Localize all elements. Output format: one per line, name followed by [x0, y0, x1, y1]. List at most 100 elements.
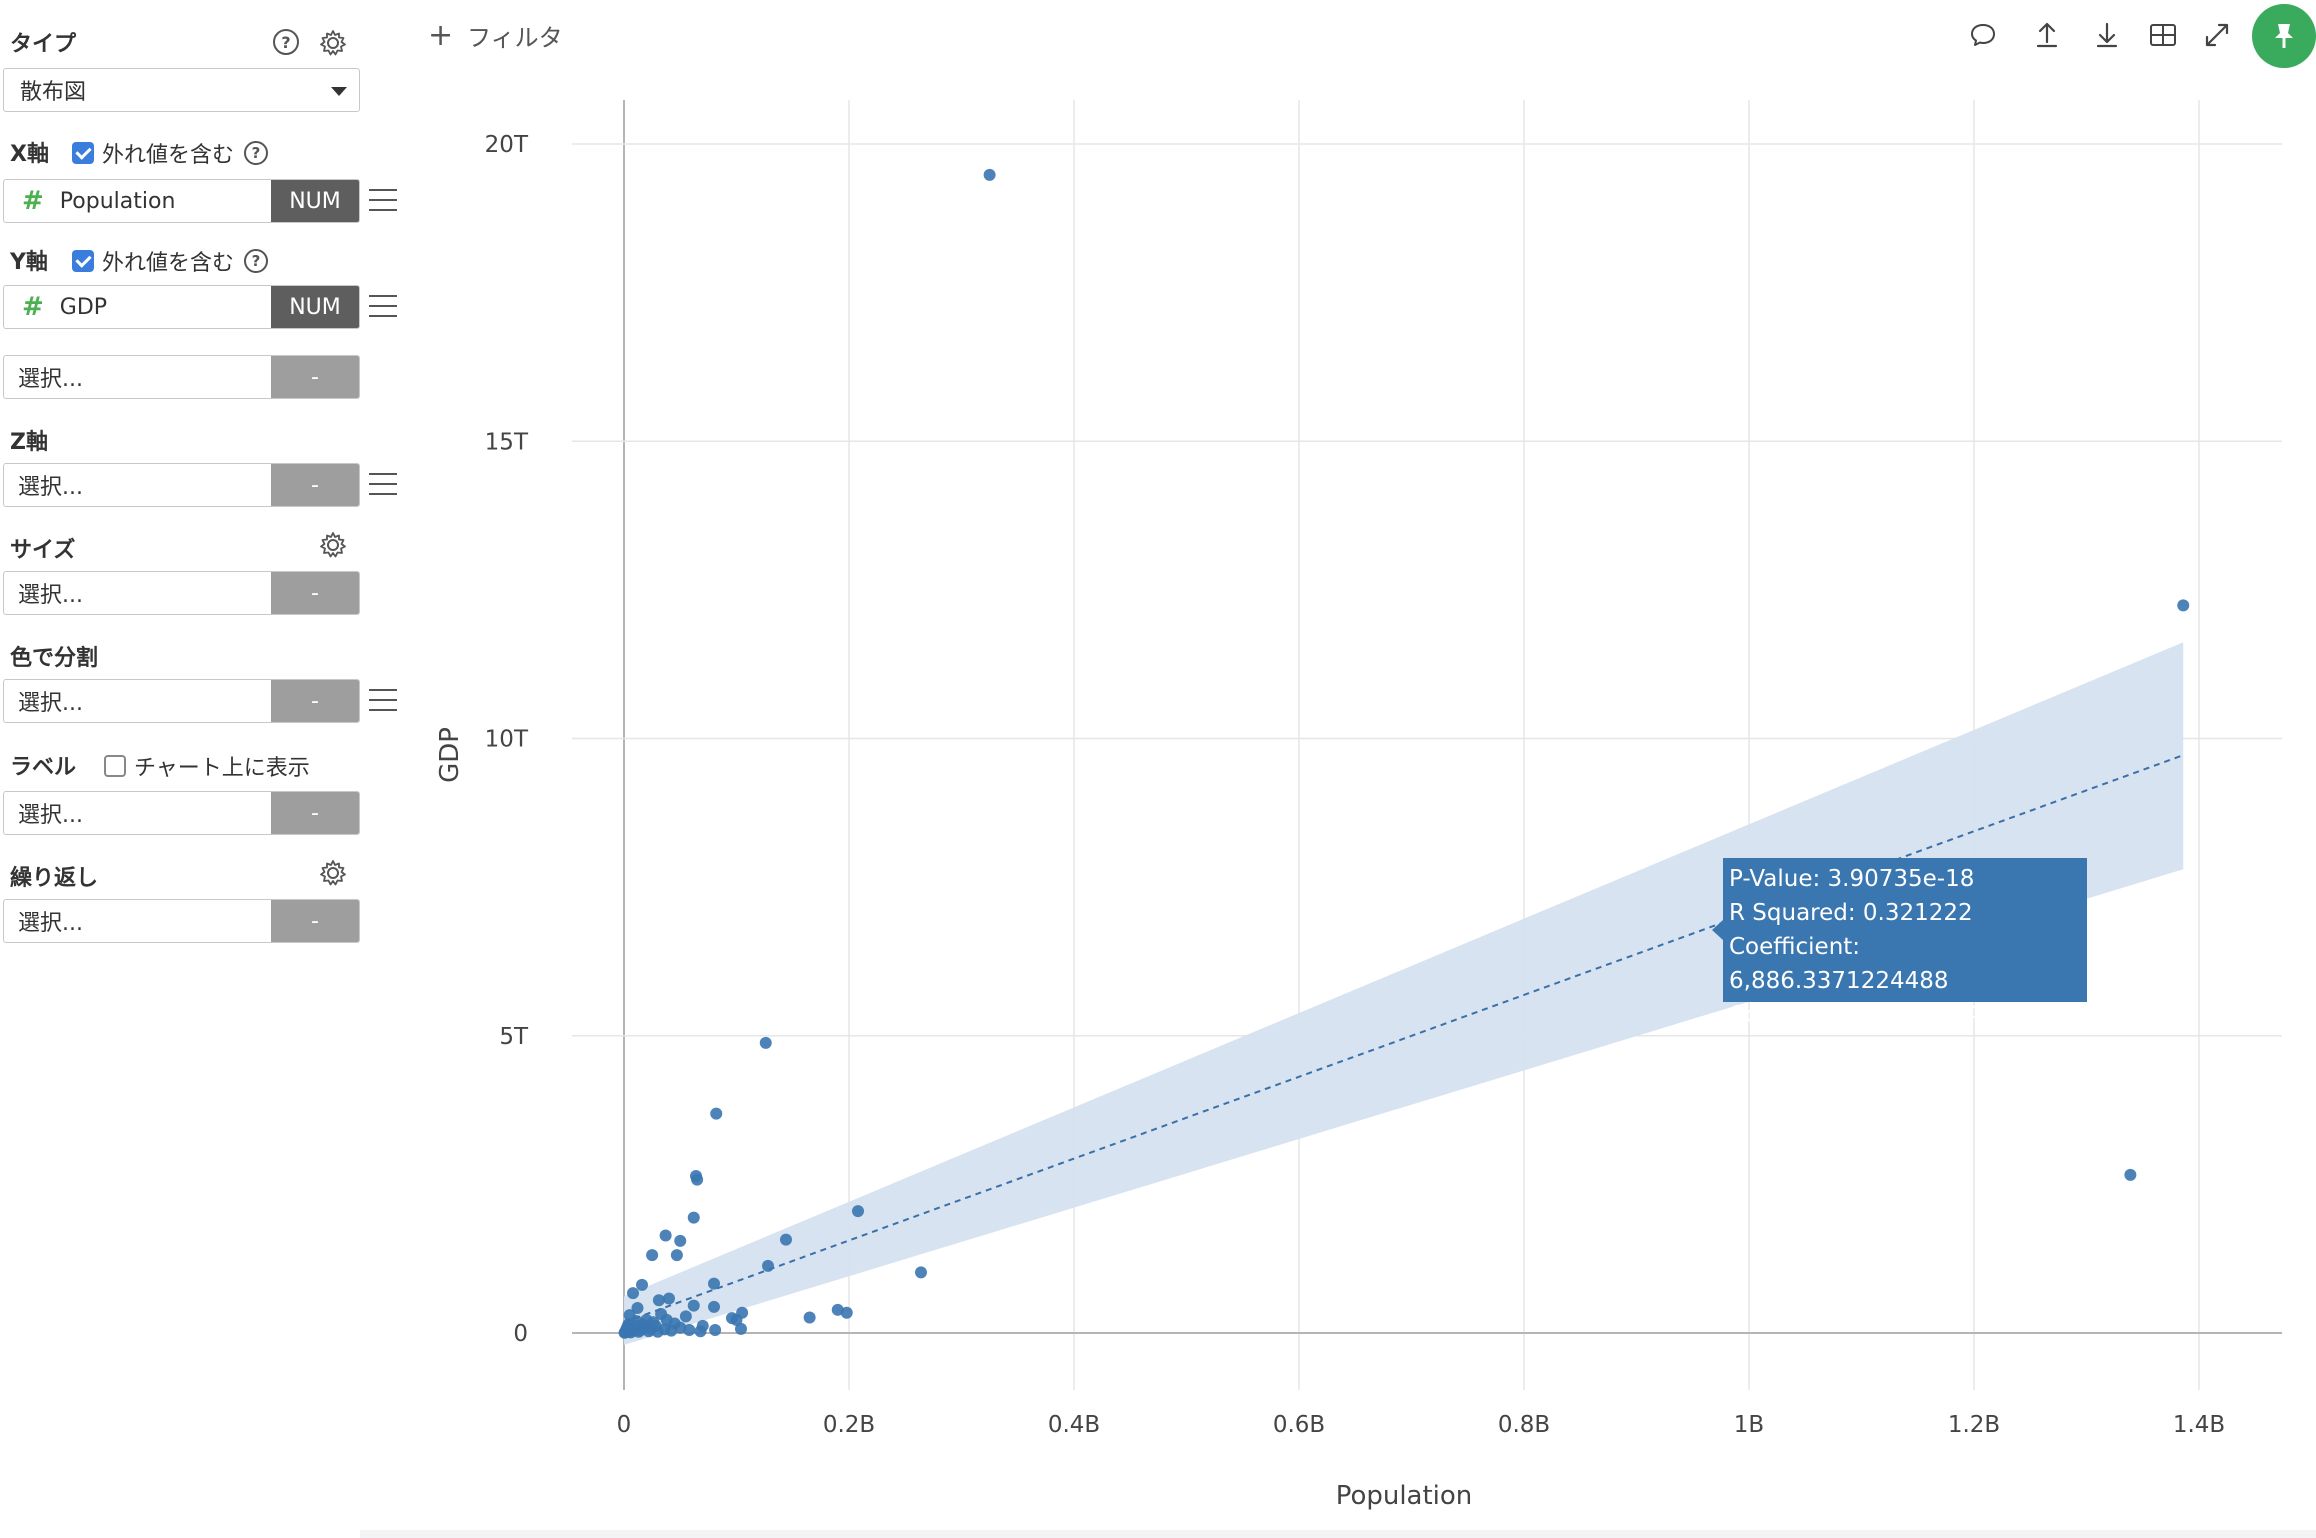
scatter-point[interactable]: [730, 1313, 743, 1326]
y-axis-extra-field[interactable]: 選択... -: [3, 355, 360, 399]
scatter-point[interactable]: [840, 1306, 853, 1319]
scatter-point[interactable]: [651, 1325, 664, 1338]
scatter-point[interactable]: [645, 1322, 657, 1335]
label-field[interactable]: 選択... -: [3, 791, 360, 835]
scatter-point[interactable]: [624, 1326, 637, 1339]
scatter-point[interactable]: [659, 1229, 672, 1242]
scatter-point[interactable]: [709, 1324, 722, 1337]
scatter-point[interactable]: [668, 1317, 681, 1330]
label-type-badge[interactable]: -: [271, 792, 359, 834]
x-axis-field[interactable]: # Population NUM: [3, 179, 360, 223]
scatter-point[interactable]: [696, 1319, 709, 1332]
scatter-point[interactable]: [647, 1316, 660, 1329]
scatter-point[interactable]: [640, 1313, 653, 1326]
help-icon[interactable]: ?: [272, 28, 300, 56]
scatter-point[interactable]: [831, 1303, 844, 1316]
size-field[interactable]: 選択... -: [3, 571, 360, 615]
table-icon[interactable]: [2146, 18, 2180, 52]
download-icon[interactable]: [2090, 18, 2124, 52]
scatter-point[interactable]: [852, 1205, 864, 1218]
scatter-point[interactable]: [674, 1234, 687, 1247]
z-axis-type-badge[interactable]: -: [271, 464, 359, 506]
x-axis-type-badge[interactable]: NUM: [271, 180, 359, 222]
upload-icon[interactable]: [2030, 18, 2064, 52]
scatter-point[interactable]: [623, 1309, 636, 1322]
scatter-point[interactable]: [642, 1325, 655, 1338]
repeat-type-badge[interactable]: -: [271, 900, 359, 942]
repeat-field[interactable]: 選択... -: [3, 899, 360, 943]
scatter-point[interactable]: [726, 1312, 738, 1325]
scatter-point[interactable]: [618, 1326, 631, 1339]
scatter-point[interactable]: [2124, 1168, 2137, 1181]
scatter-point[interactable]: [915, 1266, 927, 1279]
scatter-point[interactable]: [663, 1292, 675, 1305]
scatter-point[interactable]: [736, 1306, 749, 1319]
scatter-point[interactable]: [627, 1287, 639, 1300]
scatter-point[interactable]: [620, 1323, 633, 1336]
expand-icon[interactable]: [2200, 18, 2234, 52]
scatter-point[interactable]: [638, 1322, 651, 1335]
y-axis-type-badge[interactable]: NUM: [271, 286, 359, 328]
pin-button[interactable]: [2252, 4, 2316, 68]
add-filter-button[interactable]: + フィルタ: [428, 18, 563, 53]
x-include-outliers-checkbox[interactable]: [72, 142, 94, 164]
scatter-point[interactable]: [708, 1277, 720, 1290]
scatter-point[interactable]: [636, 1278, 648, 1291]
scatter-point[interactable]: [694, 1325, 707, 1338]
scatter-point[interactable]: [622, 1325, 635, 1338]
repeat-settings-gear-icon[interactable]: [318, 858, 348, 888]
scatter-point[interactable]: [649, 1319, 662, 1332]
scatter-point[interactable]: [637, 1318, 650, 1331]
y-axis-menu-icon[interactable]: [369, 295, 397, 317]
y-axis-field[interactable]: # GDP NUM: [3, 285, 360, 329]
help-icon[interactable]: ?: [244, 249, 269, 273]
z-axis-field[interactable]: 選択... -: [3, 463, 360, 507]
scatter-point[interactable]: [631, 1302, 644, 1315]
scatter-point[interactable]: [710, 1107, 723, 1120]
scatter-point[interactable]: [687, 1299, 700, 1312]
scatter-point[interactable]: [780, 1233, 792, 1246]
scatter-point[interactable]: [683, 1324, 696, 1337]
scatter-point[interactable]: [628, 1324, 641, 1337]
scatter-point[interactable]: [983, 168, 996, 181]
scatter-point[interactable]: [690, 1170, 702, 1183]
scatter-point[interactable]: [691, 1173, 704, 1186]
scatter-point[interactable]: [687, 1211, 700, 1224]
size-type-badge[interactable]: -: [271, 572, 359, 614]
scatter-point[interactable]: [646, 1249, 659, 1262]
scatter-point[interactable]: [630, 1315, 643, 1328]
scatter-point[interactable]: [621, 1321, 634, 1334]
scatter-point[interactable]: [2177, 599, 2190, 612]
scatter-point[interactable]: [803, 1311, 816, 1324]
scatter-point[interactable]: [735, 1322, 747, 1335]
y-axis-extra-type-badge[interactable]: -: [271, 356, 359, 398]
size-settings-gear-icon[interactable]: [318, 530, 348, 560]
scatter-point[interactable]: [622, 1318, 635, 1331]
show-on-chart-checkbox[interactable]: [104, 755, 126, 777]
color-menu-icon[interactable]: [369, 689, 397, 711]
y-include-outliers-checkbox[interactable]: [72, 250, 94, 272]
color-type-badge[interactable]: -: [271, 680, 359, 722]
scatter-point[interactable]: [620, 1325, 633, 1338]
scatter-point[interactable]: [625, 1324, 638, 1337]
scatter-point[interactable]: [632, 1325, 645, 1338]
x-axis-menu-icon[interactable]: [369, 189, 397, 211]
scatter-point[interactable]: [679, 1310, 692, 1323]
comment-icon[interactable]: [1966, 18, 2000, 52]
scatter-point[interactable]: [655, 1307, 668, 1320]
help-icon[interactable]: ?: [244, 141, 269, 165]
type-settings-gear-icon[interactable]: [318, 28, 348, 58]
chart-type-select[interactable]: 散布図: [3, 68, 360, 112]
color-field[interactable]: 選択... -: [3, 679, 360, 723]
scatter-point[interactable]: [670, 1249, 683, 1262]
scatter-point[interactable]: [634, 1324, 647, 1337]
scatter-point[interactable]: [674, 1321, 687, 1334]
scatter-point[interactable]: [708, 1300, 720, 1313]
scatter-point[interactable]: [665, 1324, 678, 1337]
z-axis-menu-icon[interactable]: [369, 473, 397, 495]
scatter-point[interactable]: [619, 1326, 632, 1339]
scatter-point[interactable]: [762, 1259, 774, 1272]
scatter-point[interactable]: [759, 1036, 772, 1049]
scatter-point[interactable]: [658, 1323, 671, 1336]
scatter-point[interactable]: [652, 1294, 665, 1307]
